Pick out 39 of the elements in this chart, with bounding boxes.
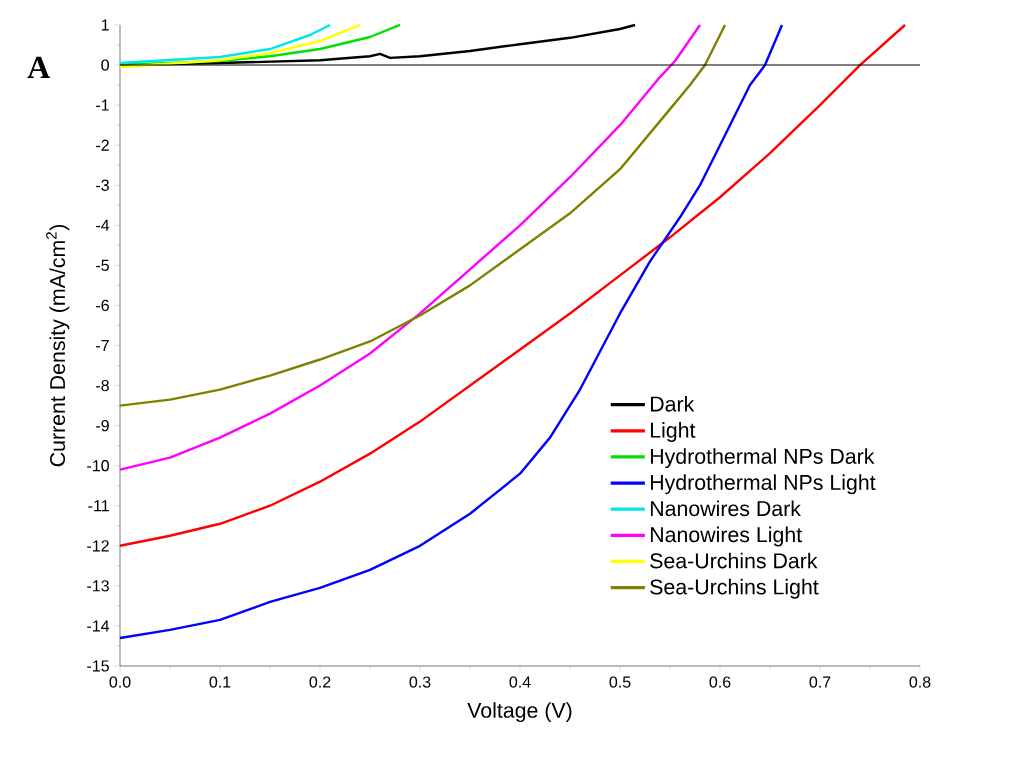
legend-label: Hydrothermal NPs Dark <box>650 448 875 469</box>
y-tick-label: 0 <box>101 59 109 71</box>
legend-label: Hydrothermal NPs Light <box>650 474 876 495</box>
y-tick-label: -1 <box>96 99 109 111</box>
y-tick-label: -8 <box>96 379 109 392</box>
y-tick-label: -11 <box>88 500 109 512</box>
y-tick-label: -5 <box>96 259 109 271</box>
x-axis-title: Voltage (V) <box>467 702 572 723</box>
x-tick-label: 0.1 <box>209 676 231 688</box>
y-tick-label: -6 <box>96 299 109 312</box>
x-tick-label: 0.8 <box>909 676 931 688</box>
legend-label: Dark <box>650 395 695 412</box>
line-series <box>118 23 362 69</box>
y-axis-title: Current Density (mA/cm$^{2}$) <box>46 224 70 467</box>
y-tick-label: -7 <box>96 339 109 351</box>
x-tick-label: 0.2 <box>309 676 331 688</box>
y-tick-label: 1 <box>101 19 109 31</box>
x-tick-label: 0.7 <box>809 676 831 688</box>
legend-label: Nanowires Light <box>650 526 802 547</box>
y-tick-label: -15 <box>87 660 109 672</box>
y-tick-label: -9 <box>96 419 109 432</box>
x-tick-label: 0.3 <box>409 676 431 688</box>
y-tick-label: -12 <box>87 540 109 552</box>
line-series <box>118 23 332 65</box>
y-tick-label: -4 <box>96 219 110 231</box>
x-tick-label: 0.5 <box>609 676 631 688</box>
y-tick-label: -14 <box>87 620 110 632</box>
x-tick-label: 0.6 <box>709 676 731 688</box>
y-tick-label: -13 <box>87 580 109 592</box>
y-tick-label: -2 <box>96 139 109 151</box>
legend-label: Sea-Urchins Dark <box>650 552 818 569</box>
legend-label: Nanowires Dark <box>650 500 801 517</box>
y-tick-label: -10 <box>87 460 109 472</box>
legend-label: Light <box>650 422 696 442</box>
x-tick-label: 0.0 <box>109 676 131 688</box>
x-tick-label: 0.4 <box>509 676 531 688</box>
text: A <box>27 56 50 78</box>
legend-label: Sea-Urchins Light <box>650 578 819 599</box>
y-tick-label: -3 <box>96 179 109 191</box>
